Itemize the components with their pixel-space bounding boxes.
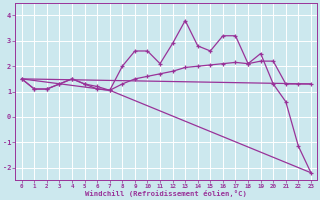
X-axis label: Windchill (Refroidissement éolien,°C): Windchill (Refroidissement éolien,°C) <box>85 190 247 197</box>
